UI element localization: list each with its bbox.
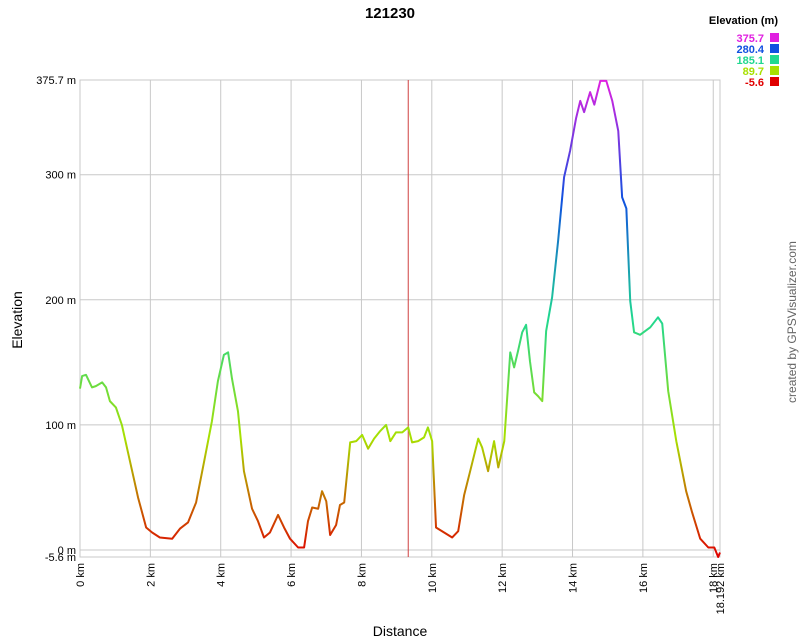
legend-value: -5.6 [745,77,764,89]
legend-title: Elevation (m) [709,15,778,27]
legend-swatch [770,44,779,53]
x-tick-label: 10 km [427,563,439,593]
credit: created by GPSVisualizer.com [785,241,799,403]
legend-value: 89.7 [743,66,764,78]
x-tick-label: 8 km [356,563,368,587]
y-axis-label: Elevation [9,291,25,349]
legend-swatch [770,55,779,64]
y-tick-label: 300 m [45,170,76,182]
x-tick-label: 4 km [216,563,228,587]
x-tick-label: 16 km [638,563,650,593]
y-tick-label: 100 m [45,420,76,432]
x-tick-label: 2 km [145,563,157,587]
legend-value: 280.4 [736,44,764,56]
y-tick-label: 375.7 m [36,75,76,87]
legend-swatch [770,33,779,42]
plot-area [79,79,721,558]
x-tick-label: 18 km [708,563,720,593]
legend-swatch [770,77,779,86]
elevation-line [79,79,721,558]
x-tick-label: 14 km [568,563,580,593]
legend-value: 375.7 [736,33,764,45]
x-tick-label: 6 km [286,563,298,587]
legend-swatch [770,66,779,75]
x-axis-label: Distance [373,623,428,639]
x-tick-label: 0 km [75,563,87,587]
legend-value: 185.1 [736,55,764,67]
x-tick-label: 12 km [497,563,509,593]
y-tick-label: 200 m [45,295,76,307]
x-tick-label: 18.192 km [715,563,727,614]
chart-title: 121230 [365,5,415,22]
y-tick-label: 0 m [58,545,76,557]
y-tick-label: -5.6 m [45,552,76,564]
